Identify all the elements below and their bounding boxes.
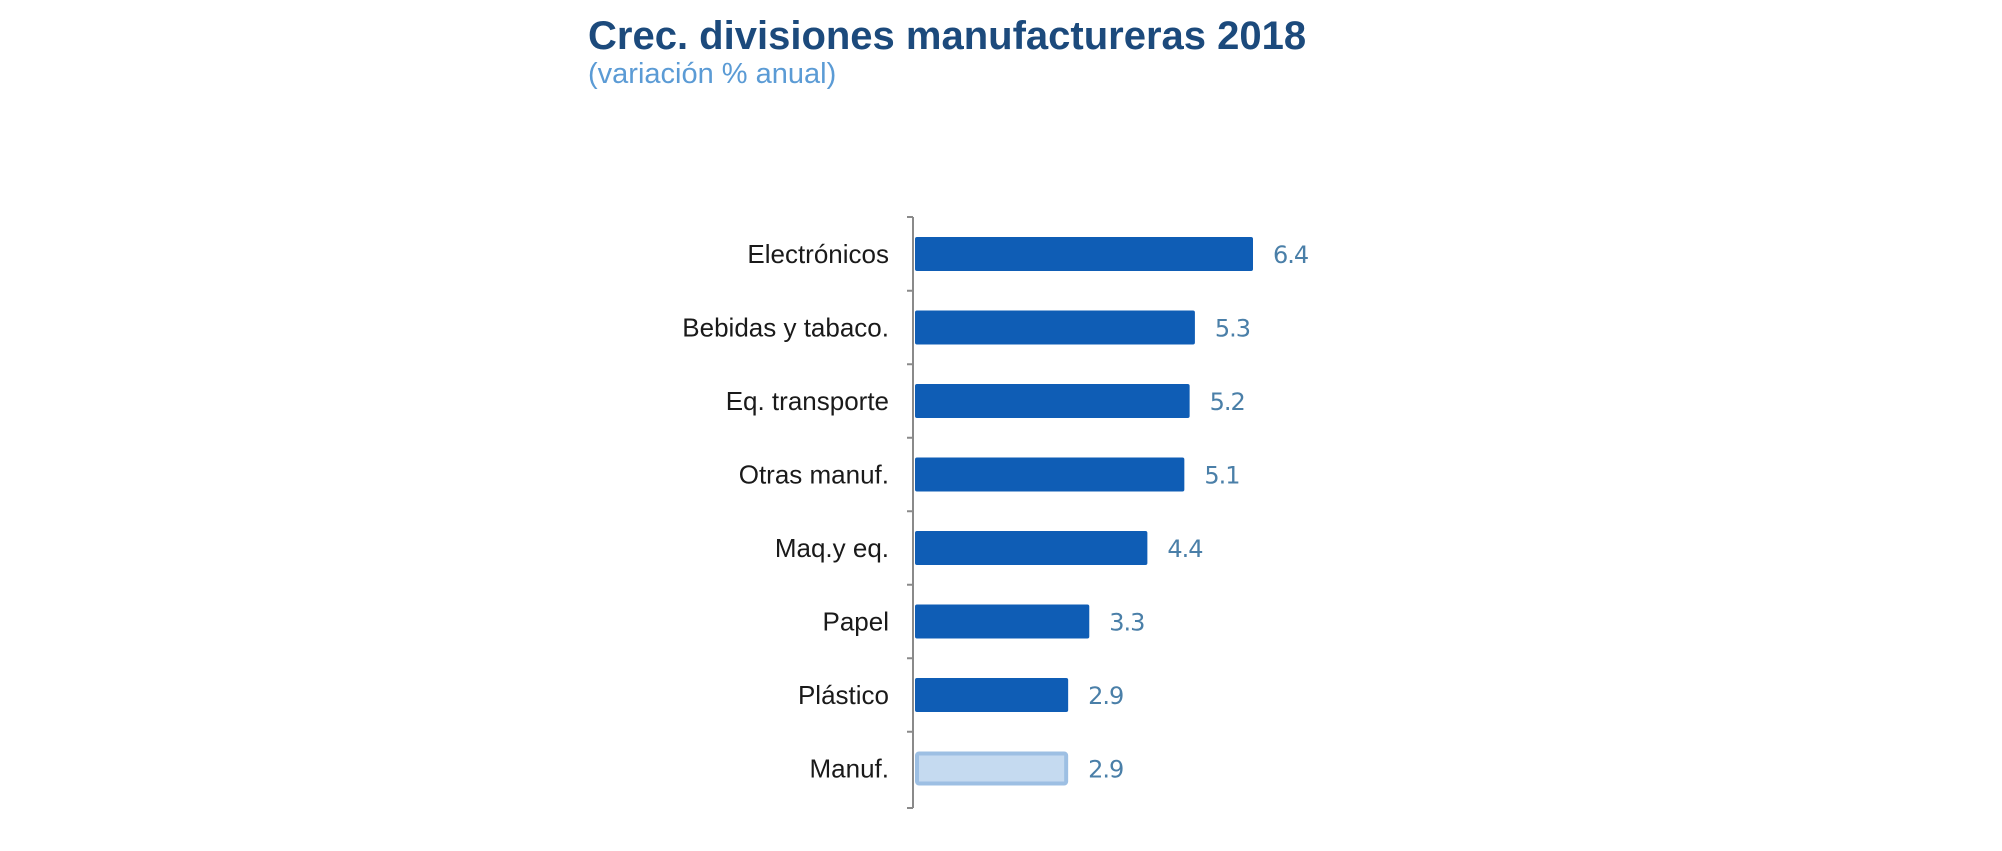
category-label: Maq.y eq.	[775, 533, 889, 563]
category-label: Eq. transporte	[726, 386, 889, 416]
bar-3	[915, 384, 1190, 418]
category-label: Bebidas y tabaco.	[682, 313, 889, 343]
bar-4	[915, 457, 1185, 492]
bar-5	[915, 531, 1148, 565]
data-label: 4.4	[1167, 535, 1202, 563]
chart-subtitle: (variación % anual)	[588, 58, 837, 90]
chart-title: Crec. divisiones manufactureras 2018	[588, 14, 1307, 58]
data-label: 2.9	[1088, 682, 1123, 710]
data-label: 3.3	[1109, 609, 1144, 637]
bar-8	[915, 751, 1069, 786]
category-label: Plástico	[798, 680, 889, 710]
data-label: 6.4	[1273, 241, 1308, 269]
data-label: 5.3	[1215, 315, 1250, 343]
data-label: 5.2	[1210, 388, 1245, 416]
bar-2	[915, 310, 1195, 345]
data-label: 5.1	[1204, 462, 1239, 490]
category-label: Papel	[823, 607, 890, 637]
data-label: 2.9	[1088, 756, 1123, 784]
category-label: Manuf.	[810, 754, 890, 784]
category-label: Otras manuf.	[739, 460, 889, 490]
category-label: Electrónicos	[747, 239, 889, 269]
bar-7	[915, 678, 1069, 712]
bar-1	[915, 237, 1253, 271]
bar-6	[915, 604, 1090, 639]
